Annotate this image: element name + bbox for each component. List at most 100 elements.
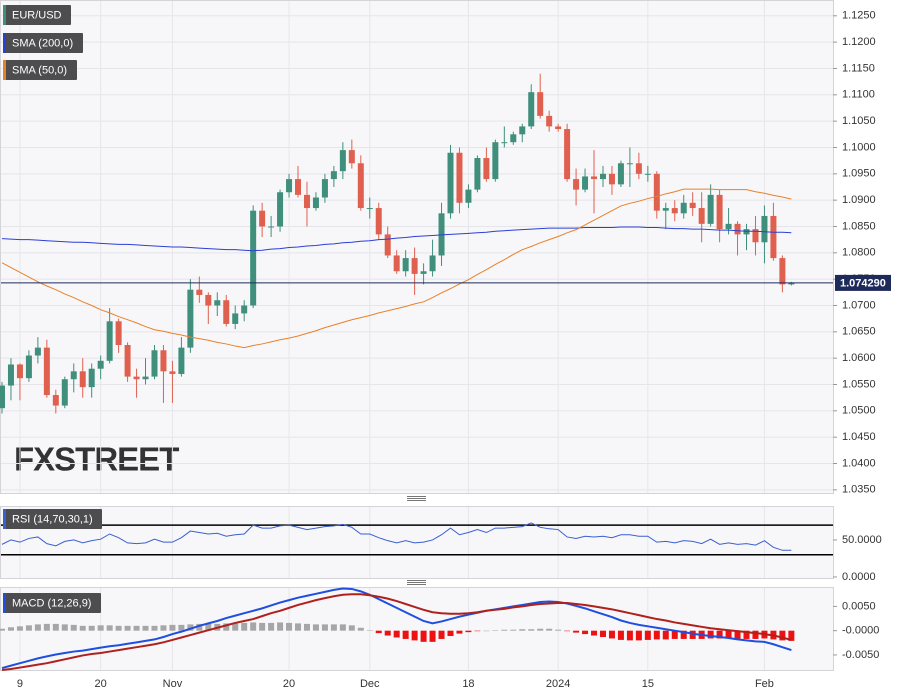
histogram-bar: [716, 630, 723, 639]
histogram-bar: [34, 624, 41, 631]
candle-body: [635, 163, 642, 174]
candle-body: [259, 210, 266, 227]
histogram-bar: [312, 624, 319, 631]
histogram-bar: [330, 624, 337, 631]
candle-body: [106, 321, 113, 361]
histogram-bar: [339, 624, 346, 631]
candle-body: [671, 208, 678, 214]
histogram-bar: [303, 623, 310, 631]
histogram-bar: [465, 630, 472, 633]
candle-body: [411, 258, 418, 274]
candle-body: [25, 355, 32, 379]
y-tick-label: 1.0900: [842, 194, 876, 206]
candle-body: [312, 197, 319, 209]
candle-body: [447, 152, 454, 214]
candle-body: [303, 194, 310, 209]
histogram-bar: [205, 623, 212, 631]
y-tick-label: 1.0350: [842, 484, 876, 496]
histogram-bar: [79, 625, 86, 631]
histogram-bar: [268, 622, 275, 631]
legend-swatch: [3, 509, 6, 529]
candle-body: [501, 142, 508, 144]
y-tick-label: 1.1100: [842, 89, 875, 101]
histogram-bar: [0, 628, 5, 631]
candle-body: [528, 92, 535, 127]
x-tick-label: 20: [283, 678, 295, 690]
panel-handle[interactable]: [407, 496, 426, 501]
candle-body: [205, 294, 212, 306]
y-tick-label: 1.1250: [842, 10, 876, 22]
candle-body: [689, 202, 696, 209]
candle-body: [295, 179, 302, 195]
histogram-bar: [617, 630, 624, 640]
candle-body: [779, 258, 786, 285]
histogram-bar: [16, 626, 23, 631]
x-tick-label: Feb: [755, 678, 774, 690]
candle-body: [375, 208, 382, 235]
histogram-bar: [644, 630, 651, 640]
histogram-bar: [402, 630, 409, 639]
x-tick-label: 15: [642, 678, 654, 690]
histogram-bar: [591, 630, 598, 636]
main-panel: [0, 0, 834, 494]
histogram-bar: [88, 625, 95, 631]
x-tick-label: 2024: [546, 678, 570, 690]
histogram-bar: [393, 630, 400, 638]
histogram-bar: [707, 630, 714, 639]
histogram-bar: [680, 630, 687, 639]
histogram-bar: [187, 624, 194, 631]
legend-item: MACD (12,26,9): [3, 593, 101, 613]
histogram-bar: [384, 630, 391, 636]
candle-body: [644, 173, 651, 175]
histogram-bar: [160, 625, 167, 631]
histogram-bar: [582, 630, 589, 635]
histogram-bar: [474, 630, 481, 632]
histogram-bar: [510, 629, 517, 631]
histogram-bar: [689, 630, 696, 639]
watermark: FXSTREET: [14, 441, 179, 478]
candle-body: [662, 208, 669, 211]
candle-body: [725, 223, 732, 230]
y-tick-label: 1.1200: [842, 36, 876, 48]
histogram-bar: [662, 630, 669, 640]
candle-body: [79, 371, 86, 388]
histogram-bar: [671, 630, 678, 639]
candle-body: [680, 202, 687, 214]
histogram-bar: [447, 630, 454, 637]
candle-body: [187, 289, 194, 348]
y-tick-label: 1.1000: [842, 141, 876, 153]
candle-body: [115, 321, 122, 345]
x-tick-label: Dec: [360, 678, 380, 690]
histogram-bar: [537, 628, 544, 631]
y-tick-label: -0.0000: [842, 625, 879, 637]
candle-body: [591, 176, 598, 180]
legend-box: [3, 593, 101, 613]
histogram-bar: [411, 630, 418, 641]
y-tick-label: 1.0450: [842, 431, 876, 443]
candle-body: [537, 92, 544, 116]
histogram-bar: [626, 630, 633, 641]
y-tick-label: 1.0700: [842, 299, 876, 311]
histogram-bar: [25, 625, 32, 631]
candle-body: [555, 126, 562, 130]
candle-body: [34, 347, 41, 356]
histogram-bar: [142, 625, 149, 631]
histogram-bar: [608, 630, 615, 639]
histogram-bar: [653, 630, 660, 640]
histogram-bar: [178, 624, 185, 631]
histogram-bar: [599, 630, 606, 637]
candle-body: [277, 192, 284, 227]
panel-handle[interactable]: [407, 580, 426, 585]
histogram-bar: [635, 630, 642, 641]
candle-body: [770, 215, 777, 259]
candle-body: [420, 271, 427, 274]
candle-body: [0, 385, 5, 409]
candle-body: [223, 300, 230, 324]
histogram-bar: [528, 629, 535, 631]
histogram-bar: [564, 630, 571, 632]
y-tick-label: -0.0050: [842, 649, 879, 661]
candle-body: [169, 371, 176, 374]
histogram-bar: [97, 625, 104, 631]
legend-box: [3, 5, 71, 25]
